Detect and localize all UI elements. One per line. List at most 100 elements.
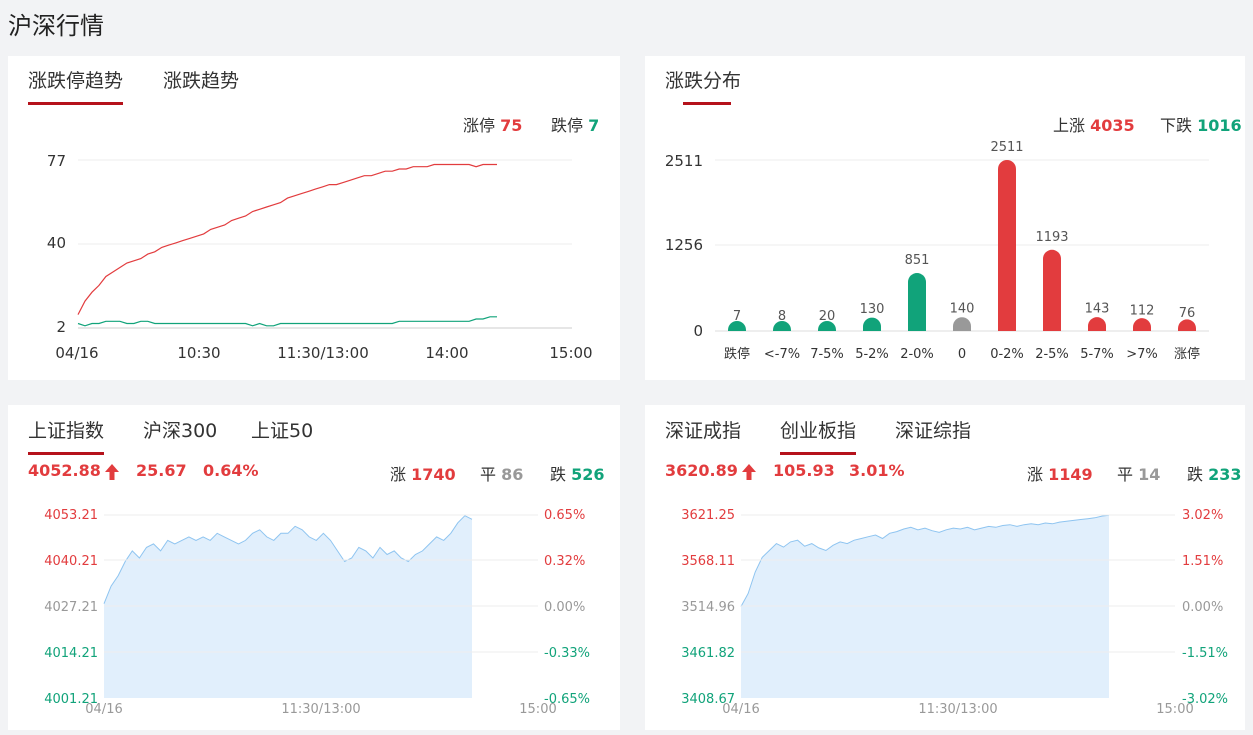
- tab-hs300[interactable]: 沪深300: [143, 420, 218, 442]
- y-tick-label: 1256: [665, 236, 703, 254]
- sh-change-value: 25.67: [136, 461, 187, 480]
- y-tick-left: 4040.21: [44, 554, 98, 569]
- sz-price-value: 3620.89: [665, 461, 738, 480]
- y-tick-label: 2: [56, 318, 66, 336]
- tab-sh-composite[interactable]: 上证指数: [28, 416, 105, 455]
- bar-value-label: 20: [819, 309, 836, 324]
- sz-index-panel: 深证成指 创业板指 深证综指 3620.89 105.93 3.01% 涨 11…: [645, 405, 1245, 730]
- tab-sz-component[interactable]: 深证成指: [665, 420, 742, 442]
- tab-updown-trend[interactable]: 涨跌趋势: [163, 70, 240, 92]
- sz-flat-value: 14: [1138, 465, 1161, 484]
- category-label: >7%: [1126, 347, 1158, 362]
- x-tick-label: 04/16: [85, 702, 122, 717]
- sz-down-label: 跌: [1187, 465, 1204, 484]
- page-title: 沪深行情: [8, 12, 104, 40]
- bar[interactable]: [998, 160, 1016, 331]
- bar[interactable]: [953, 317, 971, 331]
- sz-change-value: 105.93: [773, 461, 835, 480]
- sz-price: 3620.89: [665, 461, 756, 480]
- tab-limit-trend[interactable]: 涨跌停趋势: [28, 66, 124, 105]
- sh-down-value: 526: [571, 465, 605, 484]
- x-tick-label: 11:30/13:00: [281, 702, 360, 717]
- bar-value-label: 2511: [990, 140, 1023, 155]
- bar-value-label: 143: [1085, 301, 1110, 316]
- price-line: [103, 515, 473, 604]
- sh-flat-count: 平 86: [480, 461, 523, 485]
- tab-distribution[interactable]: 涨跌分布: [665, 66, 749, 105]
- y-tick-right: -0.33%: [544, 646, 590, 661]
- x-tick-label: 15:00: [549, 344, 592, 362]
- x-tick-label: 04/16: [55, 344, 98, 362]
- fall-stat: 下跌 1016: [1160, 112, 1242, 136]
- bar-value-label: 8: [778, 309, 786, 324]
- sh-index-panel: 上证指数 沪深300 上证50 4052.88 25.67 0.64% 涨 17…: [8, 405, 620, 730]
- x-tick-label: 04/16: [722, 702, 759, 717]
- bar[interactable]: [1178, 319, 1196, 331]
- y-tick-label: 77: [47, 152, 66, 170]
- rise-value: 4035: [1090, 116, 1135, 135]
- category-label: 2-0%: [900, 347, 934, 362]
- sh-price: 4052.88: [28, 461, 119, 480]
- limit-down-value: 7: [588, 116, 600, 135]
- sz-index-chart: 3621.25 3568.11 3514.96 3461.82 3408.67 …: [681, 508, 1228, 717]
- bar[interactable]: [1043, 249, 1061, 331]
- y-tick-right: -3.02%: [1182, 692, 1228, 707]
- bar-value-label: 851: [905, 253, 930, 268]
- category-label: 5-2%: [855, 347, 889, 362]
- x-tick-label: 15:00: [519, 702, 556, 717]
- category-label: 5-7%: [1080, 347, 1114, 362]
- y-tick-right: -1.51%: [1182, 646, 1228, 661]
- bar[interactable]: [1088, 317, 1106, 331]
- sh-down-label: 跌: [550, 465, 567, 484]
- sh-flat-value: 86: [501, 465, 524, 484]
- y-tick-right: -0.65%: [544, 692, 590, 707]
- fall-label: 下跌: [1160, 116, 1193, 135]
- y-tick-left: 4014.21: [44, 646, 98, 661]
- sz-pct: 3.01%: [849, 461, 905, 480]
- price-line: [740, 514, 1110, 607]
- sz-pct-value: 3.01%: [849, 461, 905, 480]
- bar[interactable]: [818, 321, 836, 331]
- limit-up-stat: 涨停 75: [463, 112, 522, 136]
- tab-chinext[interactable]: 创业板指: [780, 416, 857, 455]
- bar[interactable]: [1133, 318, 1151, 331]
- y-tick-left: 3568.11: [681, 554, 735, 569]
- y-tick-left: 4027.21: [44, 600, 98, 615]
- category-label: 跌停: [724, 346, 750, 362]
- sz-down-count: 跌 233: [1187, 461, 1242, 485]
- area-fill: [741, 515, 1109, 698]
- category-label: 0-2%: [990, 347, 1024, 362]
- bar-value-label: 140: [950, 301, 975, 316]
- y-tick-left: 3514.96: [681, 600, 735, 615]
- bar-value-label: 7: [733, 309, 741, 324]
- y-tick-right: 3.02%: [1182, 508, 1223, 523]
- sh-change: 25.67: [136, 461, 187, 480]
- tab-sz-composite[interactable]: 深证综指: [895, 420, 972, 442]
- bar[interactable]: [773, 321, 791, 331]
- category-label: <-7%: [764, 347, 800, 362]
- sh-flat-label: 平: [480, 465, 497, 484]
- bar-value-label: 112: [1130, 303, 1155, 318]
- tab-sh50[interactable]: 上证50: [251, 420, 314, 442]
- limit-down-stat: 跌停 7: [551, 112, 599, 136]
- series-line-1: [77, 316, 497, 327]
- sh-pct: 0.64%: [203, 461, 259, 480]
- bar[interactable]: [908, 273, 926, 331]
- y-tick-label: 40: [47, 234, 66, 252]
- y-tick-right: 0.32%: [544, 554, 585, 569]
- y-tick-left: 3461.82: [681, 646, 735, 661]
- sh-pct-value: 0.64%: [203, 461, 259, 480]
- sz-up-value: 1149: [1048, 465, 1093, 484]
- limit-up-label: 涨停: [463, 116, 496, 135]
- y-tick-left: 3621.25: [681, 508, 735, 523]
- y-tick-left: 4001.21: [44, 692, 98, 707]
- sh-price-value: 4052.88: [28, 461, 101, 480]
- bar[interactable]: [863, 317, 881, 331]
- sh-up-count: 涨 1740: [390, 461, 456, 485]
- sz-up-label: 涨: [1027, 465, 1044, 484]
- area-fill: [104, 515, 472, 698]
- category-label: 0: [958, 347, 966, 362]
- x-tick-label: 15:00: [1156, 702, 1193, 717]
- bar[interactable]: [728, 321, 746, 331]
- sz-down-value: 233: [1208, 465, 1242, 484]
